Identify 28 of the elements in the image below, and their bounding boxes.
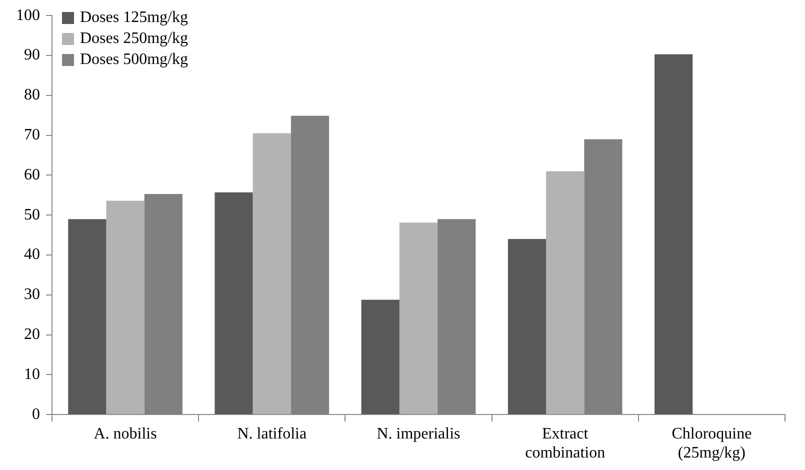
legend-label: Doses 500mg/kg (80, 51, 188, 70)
legend-label: Doses 250mg/kg (80, 30, 188, 48)
x-tick-label: N. imperialis (376, 425, 460, 442)
y-tick-label: 80 (24, 86, 40, 104)
bar (508, 239, 546, 414)
y-tick-label: 100 (16, 6, 40, 24)
y-tick-label: 40 (24, 246, 40, 264)
bar (214, 192, 253, 414)
legend-label: Doses 125mg/kg (80, 9, 188, 28)
y-tick-label: 60 (24, 166, 40, 184)
bar (361, 300, 400, 414)
bar (106, 200, 144, 414)
x-tick-label: Extract combination (525, 425, 606, 462)
y-tick-label: 30 (24, 286, 40, 304)
bar (654, 54, 693, 414)
bar (252, 133, 291, 414)
y-tick-label: 20 (24, 326, 40, 344)
y-tick-label: 50 (24, 206, 40, 224)
y-tick-label: 10 (24, 366, 40, 383)
bar (399, 222, 438, 414)
bar (546, 171, 584, 414)
x-tick-label: Chloroquine (25mg/kg) (672, 425, 752, 462)
bar (68, 219, 106, 414)
y-tick-label: 0 (32, 406, 40, 423)
y-tick-label: 70 (24, 126, 40, 144)
y-tick-label: 90 (24, 46, 40, 64)
x-tick-label: N. latifolia (237, 425, 307, 442)
x-tick-label: A. nobilis (94, 425, 157, 442)
